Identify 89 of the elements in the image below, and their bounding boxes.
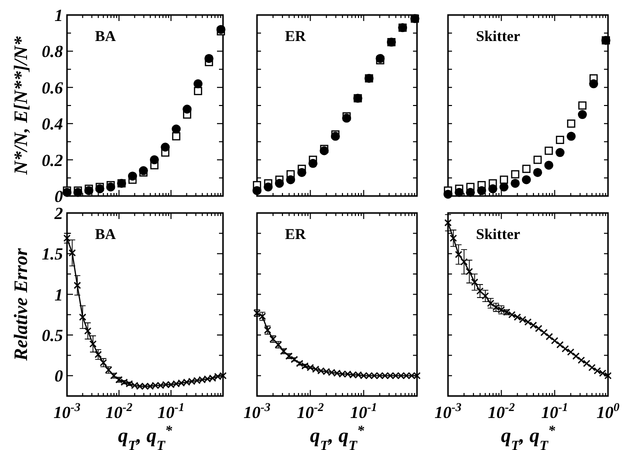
point — [544, 146, 553, 155]
point — [466, 268, 473, 276]
y-tick-label: 0.4 — [42, 114, 63, 134]
point — [172, 124, 181, 134]
text: ER — [285, 227, 306, 243]
point — [194, 86, 202, 96]
point — [454, 250, 462, 258]
point — [172, 132, 180, 140]
point — [530, 322, 537, 329]
y-tick-label: 0.6 — [42, 78, 64, 98]
point — [342, 114, 352, 123]
x-tick-label: 10$^{-3}$ — [244, 400, 271, 422]
point — [84, 186, 94, 196]
point — [477, 186, 486, 196]
point — [488, 184, 498, 194]
point — [466, 188, 475, 197]
x-tick-label: 10$^{0}$ — [596, 400, 620, 422]
point — [578, 356, 585, 364]
x-tick-label: 10$^{-1}$ — [158, 400, 184, 422]
point — [79, 313, 86, 321]
x-tick-label: 10$^{-2}$ — [488, 400, 515, 422]
y-tick-label: 0.5 — [42, 326, 64, 345]
x-tick-label: 10$^{-3}$ — [54, 400, 81, 422]
y-tick-label: 0.2 — [42, 150, 64, 170]
point — [589, 79, 598, 88]
point — [482, 292, 489, 300]
point — [308, 158, 318, 168]
point — [534, 156, 542, 164]
y-tick-label: 1 — [54, 285, 63, 304]
point — [551, 337, 558, 344]
y-tick-label: 0 — [54, 187, 64, 206]
point — [274, 178, 284, 188]
point — [533, 168, 542, 177]
x-tick-label: 10$^{-2}$ — [106, 400, 133, 422]
point — [150, 155, 159, 164]
text: BA — [95, 29, 116, 45]
point — [499, 182, 508, 192]
text: Skitter — [476, 227, 520, 243]
point — [556, 136, 564, 144]
point — [540, 328, 548, 336]
y-axis-title: N*/N, E[N**]/N* — [11, 36, 32, 176]
point — [546, 332, 553, 340]
point — [471, 278, 478, 286]
x-tick-label: 10$^{-3}$ — [434, 400, 462, 422]
y-tick-label: 1 — [54, 6, 63, 25]
point — [460, 258, 468, 266]
point — [500, 176, 508, 184]
x-tick-label: 10$^{-1}$ — [541, 400, 568, 422]
point — [194, 79, 203, 88]
point — [522, 164, 530, 173]
point — [578, 110, 587, 120]
text: Skitter — [476, 29, 520, 45]
point — [444, 190, 452, 199]
point — [556, 341, 564, 348]
point — [510, 178, 520, 188]
point — [204, 54, 214, 63]
point — [128, 172, 138, 181]
point — [182, 104, 192, 114]
text: BA — [95, 227, 116, 243]
text: ER — [285, 29, 306, 45]
point — [511, 170, 520, 178]
y-tick-label: 0.8 — [42, 42, 64, 62]
point — [252, 186, 262, 196]
point — [286, 175, 296, 184]
y-axis-title: Relative Error — [11, 248, 32, 362]
point — [583, 360, 590, 368]
point — [74, 282, 81, 290]
point — [535, 324, 542, 332]
point — [572, 352, 580, 360]
point — [588, 364, 596, 372]
x-tick-label: 10$^{-2}$ — [296, 400, 324, 422]
point — [160, 142, 170, 152]
y-tick-label: 1.5 — [42, 244, 64, 264]
point — [264, 182, 273, 192]
point — [376, 54, 385, 63]
point — [444, 219, 452, 226]
point — [578, 101, 586, 110]
point — [544, 160, 554, 170]
point — [567, 120, 576, 128]
point — [454, 188, 464, 197]
y-tick-label: 0 — [54, 366, 64, 386]
point — [297, 168, 306, 177]
point — [556, 148, 565, 158]
point — [68, 249, 76, 257]
point — [566, 132, 576, 141]
x-tick-label: 10$^{-1}$ — [350, 400, 378, 422]
y-tick-label: 2 — [54, 204, 64, 223]
point — [522, 175, 531, 184]
point — [216, 24, 226, 34]
